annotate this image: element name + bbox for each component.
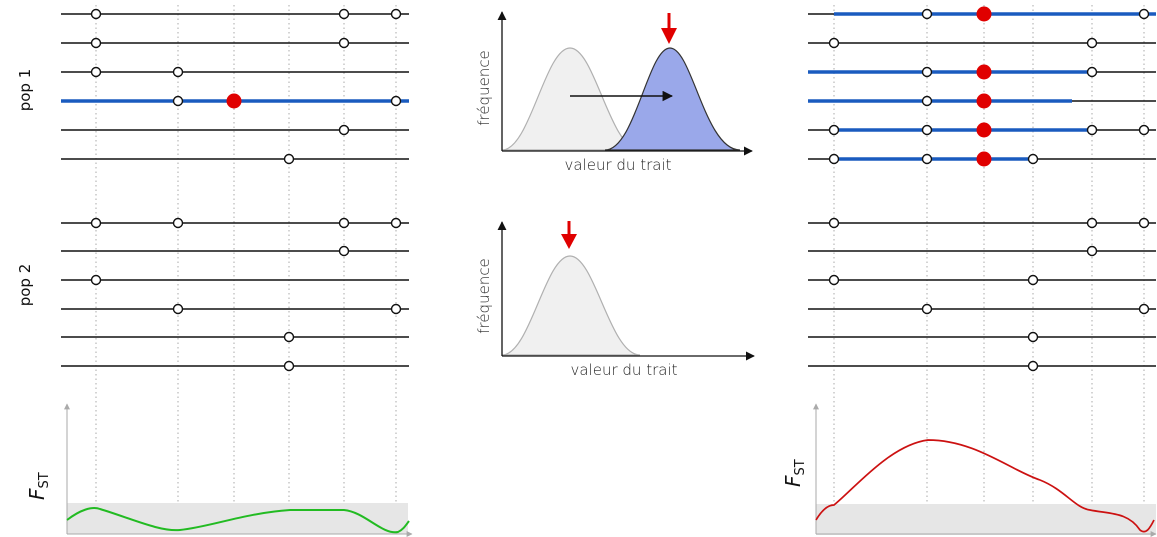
neutral-allele-marker [1086, 217, 1098, 229]
haplotype [808, 331, 1156, 343]
selection-arrow-icon [661, 28, 677, 44]
right-fst-axis-label: FST [781, 459, 808, 487]
haplotype [808, 217, 1156, 229]
neutral-allele-marker [1086, 37, 1098, 49]
fst-baseline-band [816, 504, 1156, 535]
haplotype [61, 153, 409, 165]
haplotype [61, 93, 409, 109]
neutral-allele-marker [90, 37, 102, 49]
right-haplotype-panel [808, 5, 1156, 525]
left-fst-plot: FST [25, 403, 413, 537]
neutral-allele-marker [828, 153, 840, 165]
neutral-allele-marker [921, 66, 933, 78]
neutral-allele-marker [390, 217, 402, 229]
neutral-allele-marker [390, 303, 402, 315]
trait-axis-label: valeur du trait [565, 156, 672, 174]
neutral-allele-marker [338, 124, 350, 136]
haplotype [808, 64, 1156, 80]
derived-allele-marker [976, 64, 992, 80]
haplotype [808, 274, 1156, 286]
haplotype [61, 331, 409, 343]
frequency-axis-label: fréquence [475, 50, 493, 126]
left-fst-axis-label: FST [25, 472, 52, 500]
trait-distribution-shifted: fréquence valeur du trait [475, 11, 753, 174]
neutral-allele-marker [1138, 217, 1150, 229]
neutral-allele-marker [1086, 245, 1098, 257]
neutral-allele-marker [1086, 124, 1098, 136]
neutral-allele-marker [90, 217, 102, 229]
neutral-allele-marker [172, 66, 184, 78]
frequency-axis-label: fréquence [475, 258, 493, 334]
haplotype [61, 245, 409, 257]
haplotype [61, 274, 409, 286]
haplotype [61, 66, 409, 78]
neutral-allele-marker [390, 95, 402, 107]
derived-allele-marker [976, 6, 992, 22]
neutral-allele-marker [90, 274, 102, 286]
haplotype [808, 360, 1156, 372]
neutral-allele-marker [1138, 8, 1150, 20]
derived-allele-marker [976, 93, 992, 109]
neutral-allele-marker [172, 303, 184, 315]
selection-arrow-icon [561, 234, 577, 249]
neutral-allele-marker [921, 124, 933, 136]
haplotype [61, 8, 409, 20]
neutral-allele-marker [90, 8, 102, 20]
neutral-allele-marker [1027, 153, 1039, 165]
left-haplotype-panel [61, 5, 409, 525]
neutral-allele-marker [172, 217, 184, 229]
neutral-allele-marker [921, 303, 933, 315]
neutral-allele-marker [921, 153, 933, 165]
neutral-allele-marker [1138, 124, 1150, 136]
sweep-fst-curve [815, 439, 1155, 533]
haplotype [61, 124, 409, 136]
neutral-allele-marker [828, 124, 840, 136]
neutral-allele-marker [90, 66, 102, 78]
trait-distribution-baseline: fréquence valeur du trait [475, 221, 755, 379]
neutral-allele-marker [283, 153, 295, 165]
haplotype [808, 303, 1156, 315]
haplotype [808, 93, 1156, 109]
haplotype [808, 122, 1156, 138]
trait-axis-label: valeur du trait [571, 361, 678, 379]
shifted-distribution [604, 47, 741, 151]
neutral-allele-marker [283, 360, 295, 372]
haplotype [808, 6, 1156, 22]
neutral-allele-marker [921, 95, 933, 107]
neutral-allele-marker [828, 274, 840, 286]
neutral-allele-marker [1027, 360, 1039, 372]
neutral-fst-curve [66, 507, 410, 534]
haplotype [61, 360, 409, 372]
neutral-allele-marker [283, 331, 295, 343]
derived-allele-marker [976, 122, 992, 138]
haplotype [61, 303, 409, 315]
pop2-label: pop 2 [16, 264, 34, 307]
neutral-allele-marker [338, 217, 350, 229]
neutral-allele-marker [1027, 331, 1039, 343]
neutral-allele-marker [1027, 274, 1039, 286]
baseline-distribution [501, 255, 641, 356]
neutral-allele-marker [921, 8, 933, 20]
neutral-allele-marker [1138, 303, 1150, 315]
derived-allele-marker [226, 93, 242, 109]
derived-allele-marker [976, 151, 992, 167]
neutral-allele-marker [828, 217, 840, 229]
haplotype [61, 37, 409, 49]
haplotype [808, 37, 1156, 49]
neutral-allele-marker [338, 8, 350, 20]
neutral-allele-marker [1086, 66, 1098, 78]
neutral-allele-marker [338, 245, 350, 257]
neutral-allele-marker [828, 37, 840, 49]
right-fst-plot: FST [781, 403, 1157, 537]
neutral-allele-marker [172, 95, 184, 107]
pop1-label: pop 1 [16, 69, 34, 112]
haplotype [808, 151, 1156, 167]
neutral-allele-marker [338, 37, 350, 49]
neutral-allele-marker [390, 8, 402, 20]
baseline-distribution [501, 47, 641, 151]
haplotype [61, 217, 409, 229]
haplotype [808, 245, 1156, 257]
